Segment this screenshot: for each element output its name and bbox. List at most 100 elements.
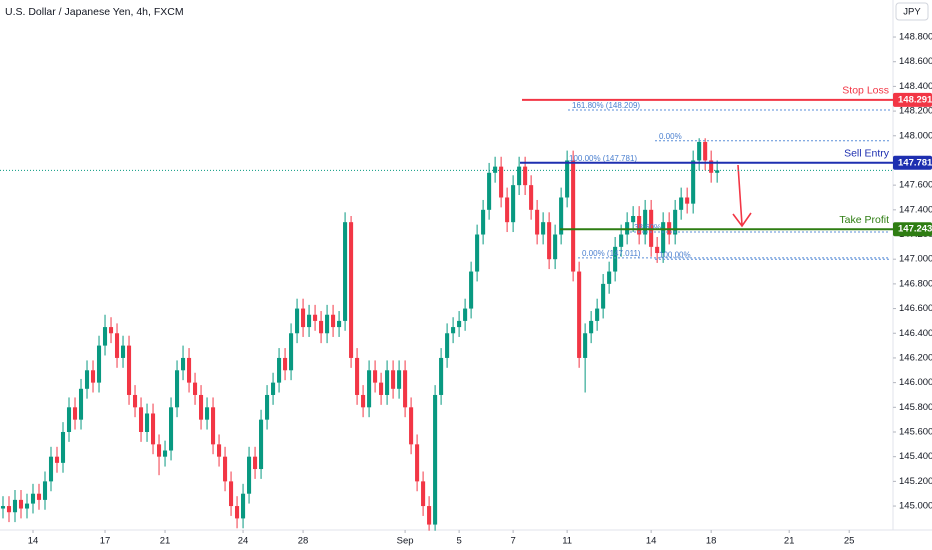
price-tag [893, 222, 932, 237]
candle-body [715, 170, 720, 173]
candle-body [535, 209, 540, 235]
candle-body [433, 394, 438, 525]
candle-body [156, 444, 162, 457]
candle-body [223, 456, 228, 482]
candle-body [577, 271, 582, 358]
candle-body [150, 413, 156, 445]
candle-body [24, 503, 30, 509]
candle-body [144, 413, 150, 432]
candle-body [114, 333, 120, 358]
y-tick-label: 147.400 [899, 204, 932, 215]
candle-body [469, 271, 474, 309]
candle-body [42, 481, 48, 500]
price-tag-label: 147.243 [898, 224, 932, 235]
candle-body [132, 394, 138, 408]
candle-body [108, 327, 114, 334]
candle-body [337, 320, 342, 328]
candle-body [619, 234, 624, 247]
candle-body [217, 444, 222, 457]
fib-label: 161.80% (148.209) [572, 101, 640, 110]
candle-body [253, 456, 258, 470]
candle-body [499, 166, 504, 198]
candle-body [481, 209, 486, 235]
candle-body [229, 481, 234, 507]
candle-body [259, 419, 264, 470]
candle-body [379, 382, 384, 395]
currency[interactable]: JPY [903, 7, 921, 18]
x-tick-label: 7 [510, 536, 515, 547]
candle-body [673, 209, 678, 235]
level-name: Take Profit [839, 214, 889, 226]
x-tick-label: 28 [298, 536, 309, 547]
candle-body [565, 160, 570, 198]
candle-body [18, 499, 24, 509]
candle-body [60, 431, 66, 463]
candle-body [54, 456, 60, 463]
candle-body [174, 370, 180, 408]
y-tick-label: 145.200 [899, 476, 932, 487]
y-tick-label: 145.400 [899, 451, 932, 462]
candle-body [247, 456, 252, 494]
x-tick-label: 5 [456, 536, 461, 547]
price-tag [893, 155, 932, 170]
candle-body [589, 320, 594, 334]
candle-body [541, 222, 546, 235]
candle-body [301, 308, 306, 328]
candle-body [547, 222, 552, 260]
x-tick-label: 24 [238, 536, 249, 547]
candle-body [439, 357, 444, 395]
candle-body [421, 481, 426, 507]
candle-body [283, 357, 288, 371]
candle-body [78, 388, 84, 420]
candle-body [685, 197, 690, 204]
level-name: Sell Entry [844, 148, 890, 160]
y-tick-label: 145.000 [899, 501, 932, 512]
y-tick-label: 147.000 [899, 254, 932, 265]
currency-box[interactable] [895, 2, 929, 21]
candle-body [559, 197, 564, 235]
candle-body [120, 345, 126, 358]
candle-body [325, 314, 330, 334]
candle-body [463, 308, 468, 321]
candle-body [355, 357, 360, 395]
candle-body [511, 185, 516, 223]
y-tick-label: 145.800 [899, 402, 932, 413]
y-tick-label: 146.800 [899, 278, 932, 289]
candle-body [523, 166, 528, 186]
candle-body [607, 271, 612, 284]
candle-body [487, 172, 492, 210]
candle-body [235, 506, 240, 519]
candle-body [193, 382, 198, 395]
fib-label: 0.00% [659, 132, 682, 141]
y-tick-label: 148.400 [899, 81, 932, 92]
candle-body [595, 308, 600, 321]
candle-body [36, 493, 42, 500]
candle-body [505, 197, 510, 223]
candle-body [493, 166, 498, 173]
x-tick-label: 17 [100, 536, 111, 547]
candle-body [637, 215, 642, 235]
candle-body [553, 234, 558, 260]
y-tick-label: 146.600 [899, 303, 932, 314]
candle-body [631, 215, 636, 223]
y-tick-label: 146.400 [899, 328, 932, 339]
candle-body [277, 357, 282, 383]
y-tick-label: 148.600 [899, 56, 932, 67]
fib-label: 100.00% (147.781) [569, 154, 637, 163]
candle-body [415, 444, 420, 482]
candle-body [307, 314, 312, 328]
candle-body [265, 394, 270, 420]
candle-body [30, 493, 36, 504]
candle-body [661, 222, 666, 254]
price-tag [893, 92, 932, 107]
x-tick-label: 21 [160, 536, 171, 547]
candle-body [96, 345, 102, 383]
candle-body [90, 370, 96, 383]
candle-body [66, 407, 72, 432]
candle-body [529, 185, 534, 210]
candle-body [613, 246, 618, 272]
candle-body [168, 407, 174, 451]
candle-body [138, 407, 144, 432]
candle-body [571, 160, 576, 272]
